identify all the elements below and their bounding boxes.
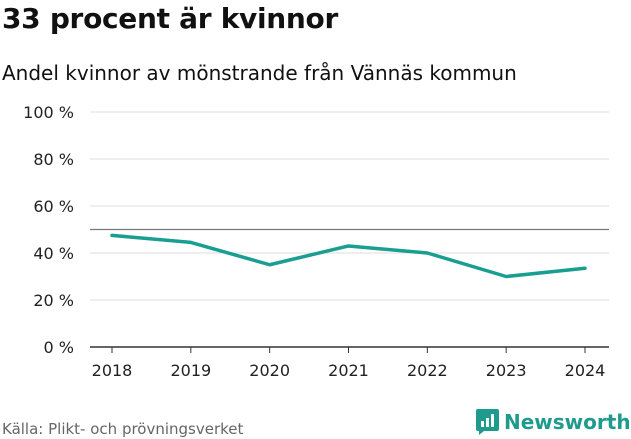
- data-point: [425, 251, 429, 255]
- brand-name: Newsworthy: [504, 410, 631, 434]
- brand-logo: Newsworthy: [476, 409, 631, 435]
- x-tick-label: 2023: [486, 361, 527, 380]
- data-point: [268, 263, 272, 267]
- data-point: [189, 240, 193, 244]
- y-tick-label: 80 %: [33, 150, 74, 169]
- newsworthy-logo-icon: [476, 409, 499, 435]
- data-point: [347, 244, 350, 248]
- x-tick-label: 2020: [249, 361, 290, 380]
- x-tick-label: 2021: [328, 361, 369, 380]
- y-tick-label: 60 %: [33, 197, 74, 216]
- source-note: Källa: Plikt- och prövningsverket: [2, 420, 244, 438]
- line-chart: 0 % 20 % 40 % 60 % 80 % 100 % 2018 2019 2020 202…: [23, 103, 609, 380]
- y-tick-label: 40 %: [33, 244, 74, 263]
- x-tick-label: 2022: [407, 361, 448, 380]
- x-tick-label: 2024: [565, 361, 606, 380]
- data-point: [110, 233, 114, 237]
- chart-title: 33 procent är kvinnor: [2, 2, 338, 35]
- series-line: [110, 233, 587, 279]
- data-point: [504, 275, 508, 278]
- chart-subtitle: Andel kvinnor av mönstrande från Vännäs …: [2, 61, 517, 85]
- y-tick-label: 20 %: [33, 291, 74, 310]
- y-tick-label: 0 %: [44, 338, 74, 357]
- x-tick-label: 2018: [92, 361, 133, 380]
- data-point: [583, 266, 587, 270]
- x-tick-label: 2019: [170, 361, 211, 380]
- y-tick-label: 100 %: [23, 103, 74, 122]
